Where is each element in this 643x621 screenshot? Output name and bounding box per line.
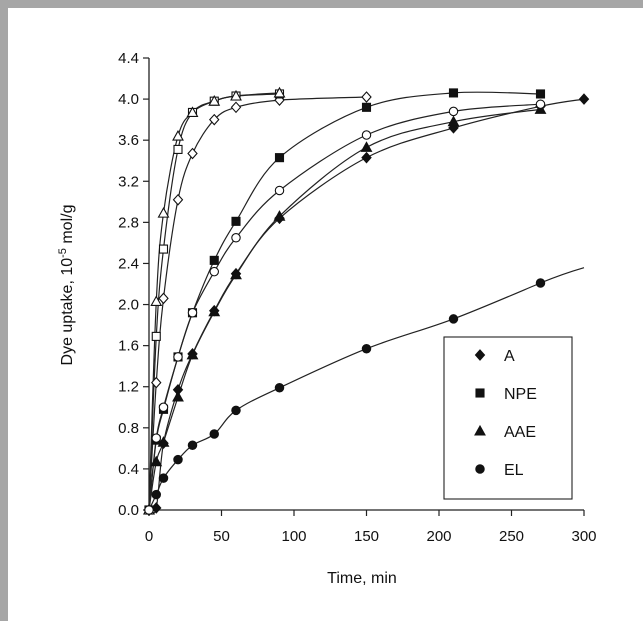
data-point-square-open: [151, 331, 161, 341]
data-point-circle-filled: [173, 454, 183, 465]
series-line-7: [148, 103, 541, 511]
y-axis-label-exponent: -5: [57, 248, 69, 258]
data-point-square-filled: [361, 102, 372, 112]
data-point-diamond-filled: [578, 93, 590, 105]
data-point-diamond-filled: [361, 151, 372, 164]
y-axis-label-suffix: mol/g: [59, 205, 76, 249]
data-point-triangle-open: [208, 95, 221, 106]
data-point-triangle-filled: [208, 305, 221, 317]
y-tick-label: 2.0: [118, 297, 139, 314]
data-point-circle-open: [144, 505, 154, 515]
series-markers: [143, 86, 590, 516]
data-point-circle-filled: [151, 489, 162, 500]
y-tick-label: 1.6: [118, 338, 139, 355]
x-tick-label: 150: [354, 528, 379, 545]
data-point-circle-open: [361, 130, 372, 140]
data-point-diamond-open: [230, 101, 242, 114]
y-tick-label: 3.6: [118, 132, 139, 149]
data-point-square-open: [158, 244, 169, 254]
y-tick-label: 1.2: [118, 379, 139, 396]
data-point-circle-open: [158, 402, 169, 413]
y-tick-label: 0.8: [118, 420, 139, 437]
legend-box: [443, 336, 573, 500]
data-point-circle-open: [187, 308, 198, 318]
data-point-circle-open: [535, 99, 546, 109]
y-tick-label: 0.4: [118, 461, 139, 478]
data-point-circle-open: [448, 106, 459, 117]
data-point-triangle-filled: [360, 141, 373, 152]
series-line-6: [148, 92, 280, 511]
legend-marker-diamond: [474, 349, 486, 361]
y-axis-label: Dye uptake, 10-5 mol/g: [57, 205, 76, 366]
series-line-1: [148, 91, 541, 511]
x-axis-label: Time, min: [327, 570, 397, 587]
data-point-triangle-filled: [150, 455, 163, 467]
data-point-square-filled: [274, 153, 285, 163]
data-point-triangle-open: [273, 86, 286, 98]
legend: A NPE AAE EL: [443, 336, 573, 500]
y-tick-label: 0.0: [118, 502, 139, 519]
data-point-circle-filled: [158, 473, 169, 483]
data-point-circle-filled: [209, 429, 220, 439]
data-point-circle-filled: [231, 405, 241, 416]
data-point-triangle-filled: [447, 115, 460, 127]
data-point-circle-open: [209, 266, 220, 277]
data-point-triangle-filled: [230, 268, 242, 280]
data-point-square-filled: [535, 89, 546, 99]
data-point-triangle-open: [186, 106, 199, 117]
y-tick-label: 2.8: [118, 214, 139, 231]
y-tick-label: 2.4: [118, 255, 139, 272]
x-tick-label: 100: [281, 528, 306, 545]
data-point-circle-filled: [361, 343, 372, 354]
data-point-triangle-open: [150, 295, 163, 307]
legend-marker-circle: [475, 464, 485, 474]
data-point-diamond-open: [151, 376, 162, 389]
y-tick-label: 3.2: [118, 173, 139, 190]
x-tick-label: 200: [426, 528, 451, 545]
data-point-square-filled: [231, 216, 241, 226]
data-point-triangle-filled: [273, 210, 286, 221]
data-point-square-filled: [209, 255, 219, 265]
x-tick-label: 0: [145, 528, 153, 545]
data-point-triangle-open: [157, 206, 170, 218]
series-line-extension: [540, 267, 585, 284]
y-axis-label-prefix: Dye uptake, 10: [59, 258, 76, 366]
data-point-diamond-open: [187, 147, 198, 160]
x-tick-label: 250: [499, 528, 524, 545]
data-point-diamond-open: [158, 292, 169, 305]
y-tick-label: 4.0: [118, 91, 139, 108]
data-point-triangle-filled: [172, 390, 184, 402]
y-tick-label: 4.4: [118, 50, 139, 67]
data-point-circle-open: [173, 352, 183, 362]
data-point-triangle-open: [230, 89, 242, 101]
data-point-square-filled: [448, 88, 459, 98]
x-tick-label: 50: [213, 528, 230, 545]
series-line-4: [148, 96, 367, 511]
data-point-circle-open: [151, 433, 162, 443]
data-point-circle-filled: [274, 383, 285, 393]
series-line-5: [148, 93, 280, 511]
legend-label: A: [504, 348, 515, 365]
data-point-circle-open: [231, 233, 241, 243]
axes: 0.0 0.4 0.8 1.2 1.6 2.0 2.4 2.8 3.2 3.6 4.0 4.4 0 50 1…: [118, 50, 596, 545]
data-point-square-open: [173, 144, 183, 154]
data-point-circle-open: [274, 185, 285, 196]
data-point-triangle-filled: [186, 348, 199, 360]
legend-marker-triangle: [474, 424, 486, 436]
data-point-circle-filled: [535, 278, 546, 288]
data-point-diamond-open: [172, 193, 184, 206]
data-point-circle-filled: [187, 440, 198, 451]
data-point-circle-filled: [448, 314, 459, 324]
legend-label: NPE: [504, 386, 537, 403]
legend-label: AAE: [504, 424, 536, 441]
data-point-triangle-open: [172, 129, 184, 141]
legend-marker-square: [475, 388, 485, 398]
legend-label: EL: [504, 462, 524, 479]
data-point-triangle-filled: [157, 436, 170, 447]
x-tick-label: 300: [571, 528, 596, 545]
data-point-diamond-open: [209, 113, 220, 126]
data-point-diamond-open: [361, 91, 372, 103]
